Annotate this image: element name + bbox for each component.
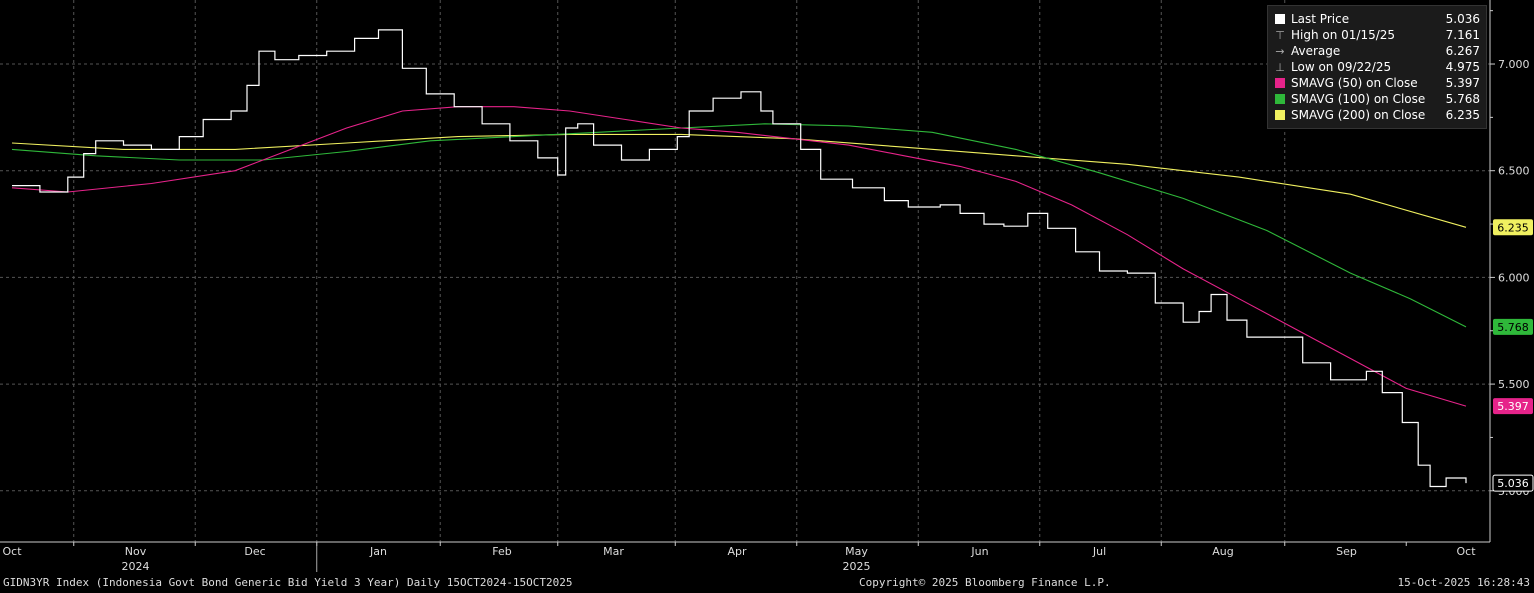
legend-label: SMAVG (100) on Close: [1291, 92, 1426, 106]
x-month-label: Jun: [970, 545, 988, 558]
tag-background: [1493, 398, 1533, 415]
x-year-label: 2025: [843, 560, 871, 573]
legend-value: 5.768: [1445, 92, 1480, 106]
legend-swatch: [1275, 94, 1285, 104]
legend-value: 5.036: [1445, 12, 1480, 26]
legend-item: SMAVG (50) on Close 5.397: [1274, 75, 1480, 91]
legend-item: → Average 6.267: [1274, 43, 1480, 59]
tag-text: 5.397: [1497, 400, 1529, 413]
last-value-tag: 5.768: [1493, 318, 1533, 335]
x-month-label: Feb: [492, 545, 511, 558]
legend-swatch: [1275, 110, 1285, 120]
legend-value: 7.161: [1445, 28, 1480, 42]
high-icon: ⊤: [1275, 29, 1285, 42]
chart-legend: Last Price 5.036 ⊤ High on 01/15/25 7.161 → Av…: [1267, 5, 1487, 129]
legend-item: SMAVG (100) on Close 5.768: [1274, 91, 1480, 107]
tag-background: [1492, 474, 1534, 492]
legend-label: High on 01/15/25: [1291, 28, 1396, 42]
legend-swatch: [1275, 14, 1285, 24]
tag-background: [1493, 318, 1533, 335]
y-tick-label: 7.000: [1498, 58, 1530, 71]
legend-value: 6.267: [1445, 44, 1480, 58]
x-month-label: Apr: [727, 545, 747, 558]
chart-axes: 5.0005.5006.0006.5007.000OctNovDecJanFeb…: [0, 0, 1530, 573]
x-month-label: Dec: [244, 545, 265, 558]
y-tick-label: 5.500: [1498, 378, 1530, 391]
legend-item: SMAVG (200) on Close 6.235: [1274, 107, 1480, 123]
legend-value: 5.397: [1445, 76, 1480, 90]
legend-item: ⊤ High on 01/15/25 7.161: [1274, 27, 1480, 43]
x-month-label: Aug: [1212, 545, 1233, 558]
x-month-label: Jan: [369, 545, 387, 558]
legend-label: Last Price: [1291, 12, 1350, 26]
tag-text: 5.768: [1497, 321, 1529, 334]
x-month-label: Sep: [1336, 545, 1357, 558]
x-month-label: Oct: [1456, 545, 1476, 558]
smavg-line-1: [11, 106, 1467, 407]
x-month-label: Nov: [125, 545, 147, 558]
x-month-label: May: [845, 545, 868, 558]
y-tick-label: 6.500: [1498, 165, 1530, 178]
last-value-tag: 5.397: [1493, 398, 1533, 415]
x-month-label: Oct: [2, 545, 22, 558]
x-month-label: Mar: [603, 545, 624, 558]
legend-label: Low on 09/22/25: [1291, 60, 1392, 74]
timestamp: 15-Oct-2025 16:28:43: [1397, 576, 1530, 589]
average-icon: →: [1275, 45, 1285, 58]
copyright-notice: Copyright© 2025 Bloomberg Finance L.P.: [859, 576, 1111, 589]
legend-item: ⊥ Low on 09/22/25 4.975: [1274, 59, 1480, 75]
x-month-label: Jul: [1092, 545, 1106, 558]
tag-text: 5.036: [1497, 477, 1529, 490]
x-year-label: 2024: [121, 560, 149, 573]
last-value-tag: 5.036: [1492, 474, 1534, 492]
smavg-line-3: [11, 133, 1467, 228]
smavg-line-2: [11, 123, 1467, 328]
y-tick-label: 6.000: [1498, 271, 1530, 284]
legend-swatch: [1275, 78, 1285, 88]
legend-value: 4.975: [1445, 60, 1480, 74]
last-value-tag: 6.235: [1493, 219, 1533, 236]
legend-item: Last Price 5.036: [1274, 11, 1480, 27]
chart-series: [11, 29, 1467, 488]
legend-label: SMAVG (50) on Close: [1291, 76, 1418, 90]
last-value-tags: 5.036 5.397 5.768 6.235: [1492, 219, 1534, 492]
legend-label: SMAVG (200) on Close: [1291, 108, 1426, 122]
legend-value: 6.235: [1445, 108, 1480, 122]
last-price-line: [12, 29, 1467, 488]
legend-label: Average: [1291, 44, 1341, 58]
security-description: GIDN3YR Index (Indonesia Govt Bond Gener…: [3, 576, 573, 589]
low-icon: ⊥: [1275, 61, 1285, 74]
tag-background: [1493, 219, 1533, 236]
tag-text: 6.235: [1497, 221, 1529, 234]
